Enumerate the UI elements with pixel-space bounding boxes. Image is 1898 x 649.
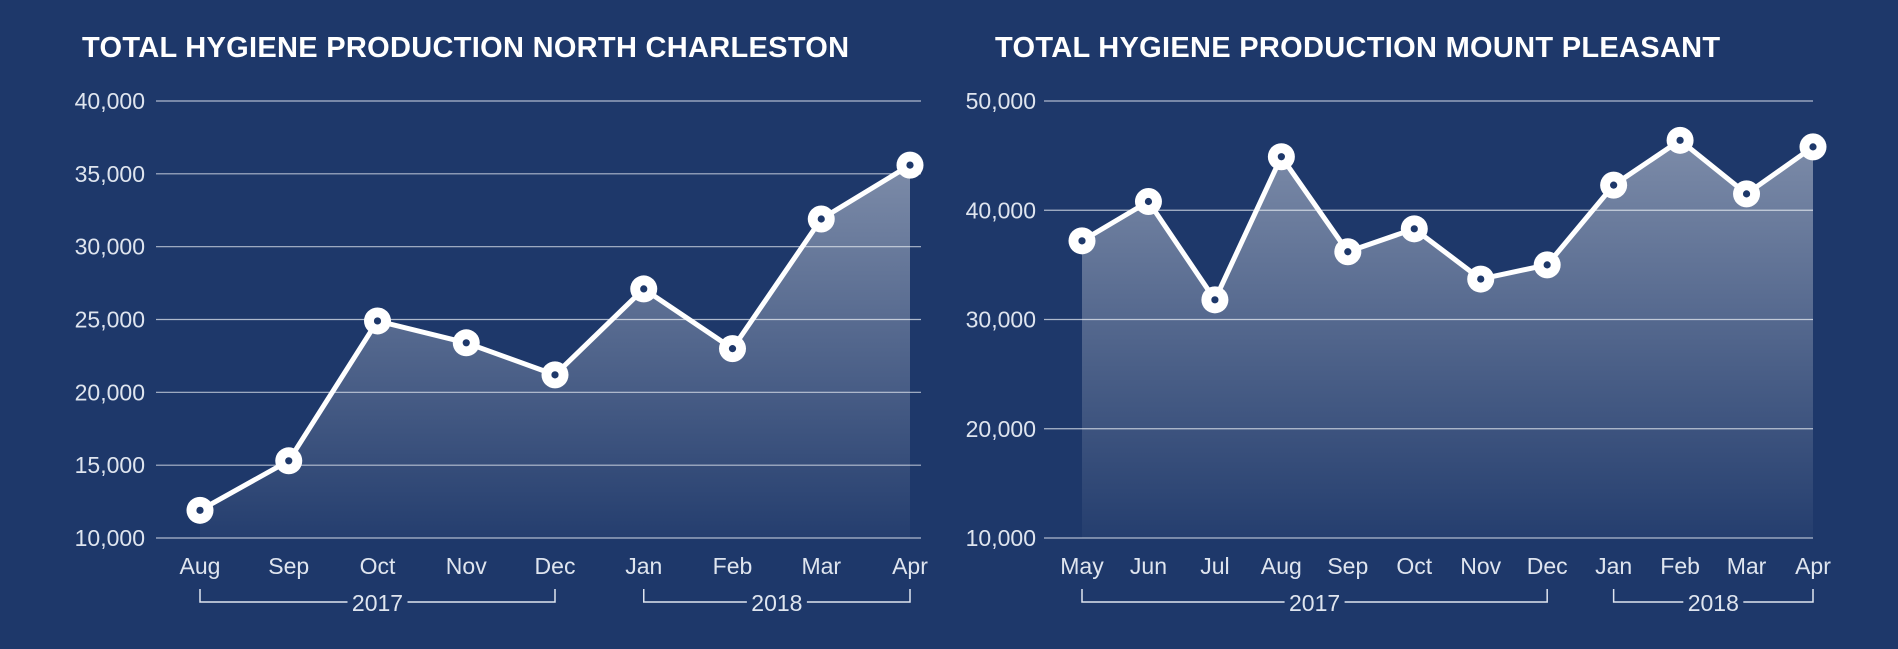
year-label: 2017 (1289, 590, 1340, 616)
y-tick-label: 15,000 (75, 452, 145, 478)
year-label: 2017 (352, 590, 403, 616)
data-point-center (1078, 237, 1086, 245)
x-tick-label: Dec (1527, 553, 1568, 579)
x-tick-label: Apr (892, 553, 928, 579)
series-area (1082, 140, 1813, 538)
year-bracket (643, 589, 911, 603)
year-label: 2018 (751, 590, 802, 616)
x-tick-label: Jan (1595, 553, 1632, 579)
data-point-center (906, 161, 914, 169)
data-point-center (462, 339, 470, 347)
y-tick-label: 20,000 (966, 416, 1036, 442)
data-point-center (1543, 261, 1551, 269)
year-bracket (1081, 589, 1548, 603)
y-tick-label: 35,000 (75, 161, 145, 187)
x-tick-label: Nov (1460, 553, 1501, 579)
series-line (1080, 137, 1815, 303)
y-tick-label: 30,000 (966, 307, 1036, 333)
data-point-center (1809, 143, 1817, 151)
x-tick-label: Oct (360, 553, 396, 579)
data-point-center (1742, 190, 1751, 198)
year-bracket (199, 589, 556, 603)
x-tick-label: Feb (713, 553, 753, 579)
data-point-center (640, 285, 648, 293)
data-point-center (196, 506, 204, 514)
chart-title-north-charleston: TOTAL HYGIENE PRODUCTION NORTH CHARLESTO… (82, 32, 850, 64)
data-point-center (1676, 136, 1684, 144)
data-point-center (1410, 225, 1418, 233)
chart-title-mount-pleasant: TOTAL HYGIENE PRODUCTION MOUNT PLEASANT (995, 32, 1721, 64)
y-tick-label: 10,000 (966, 525, 1036, 551)
year-label: 2018 (1688, 590, 1739, 616)
data-point-center (728, 345, 737, 353)
y-tick-label: 50,000 (966, 88, 1036, 114)
x-tick-label: Mar (1727, 553, 1767, 579)
x-tick-label: Apr (1795, 553, 1831, 579)
x-tick-label: Sep (1327, 553, 1368, 579)
data-point-center (817, 215, 825, 223)
x-tick-label: Jun (1130, 553, 1167, 579)
x-tick-label: Feb (1660, 553, 1700, 579)
y-tick-label: 40,000 (75, 88, 145, 114)
y-tick-label: 20,000 (75, 379, 145, 405)
data-point-center (285, 457, 293, 465)
y-tick-label: 40,000 (966, 197, 1036, 223)
data-point-center (1344, 248, 1352, 256)
x-tick-label: Dec (535, 553, 576, 579)
x-tick-label: Oct (1396, 553, 1432, 579)
x-tick-label: Sep (268, 553, 309, 579)
year-bracket (1612, 589, 1814, 603)
x-tick-label: Aug (1261, 553, 1302, 579)
y-tick-label: 25,000 (75, 307, 145, 333)
x-tick-label: Jul (1200, 553, 1229, 579)
x-tick-label: Aug (180, 553, 221, 579)
data-point-center (1144, 197, 1153, 206)
chart-mount-pleasant: 10,000 20,000 30,000 40,000 50,000 May Jun Jul A… (966, 88, 1832, 616)
x-tick-label: May (1060, 553, 1104, 579)
data-point-center (1211, 296, 1219, 304)
x-tick-label: Nov (446, 553, 487, 579)
chart-north-charleston: 10,000 15,000 20,000 25,000 30,000 35,000 40,0… (75, 88, 929, 616)
data-point-center (1477, 275, 1485, 283)
y-tick-label: 10,000 (75, 525, 145, 551)
series-area (200, 165, 910, 539)
data-point-center (373, 317, 382, 325)
x-tick-label: Mar (801, 553, 841, 579)
x-tick-label: Jan (625, 553, 662, 579)
y-tick-label: 30,000 (75, 234, 145, 260)
data-point-center (1277, 153, 1285, 161)
data-point-center (551, 371, 559, 379)
data-point-center (1610, 181, 1618, 189)
